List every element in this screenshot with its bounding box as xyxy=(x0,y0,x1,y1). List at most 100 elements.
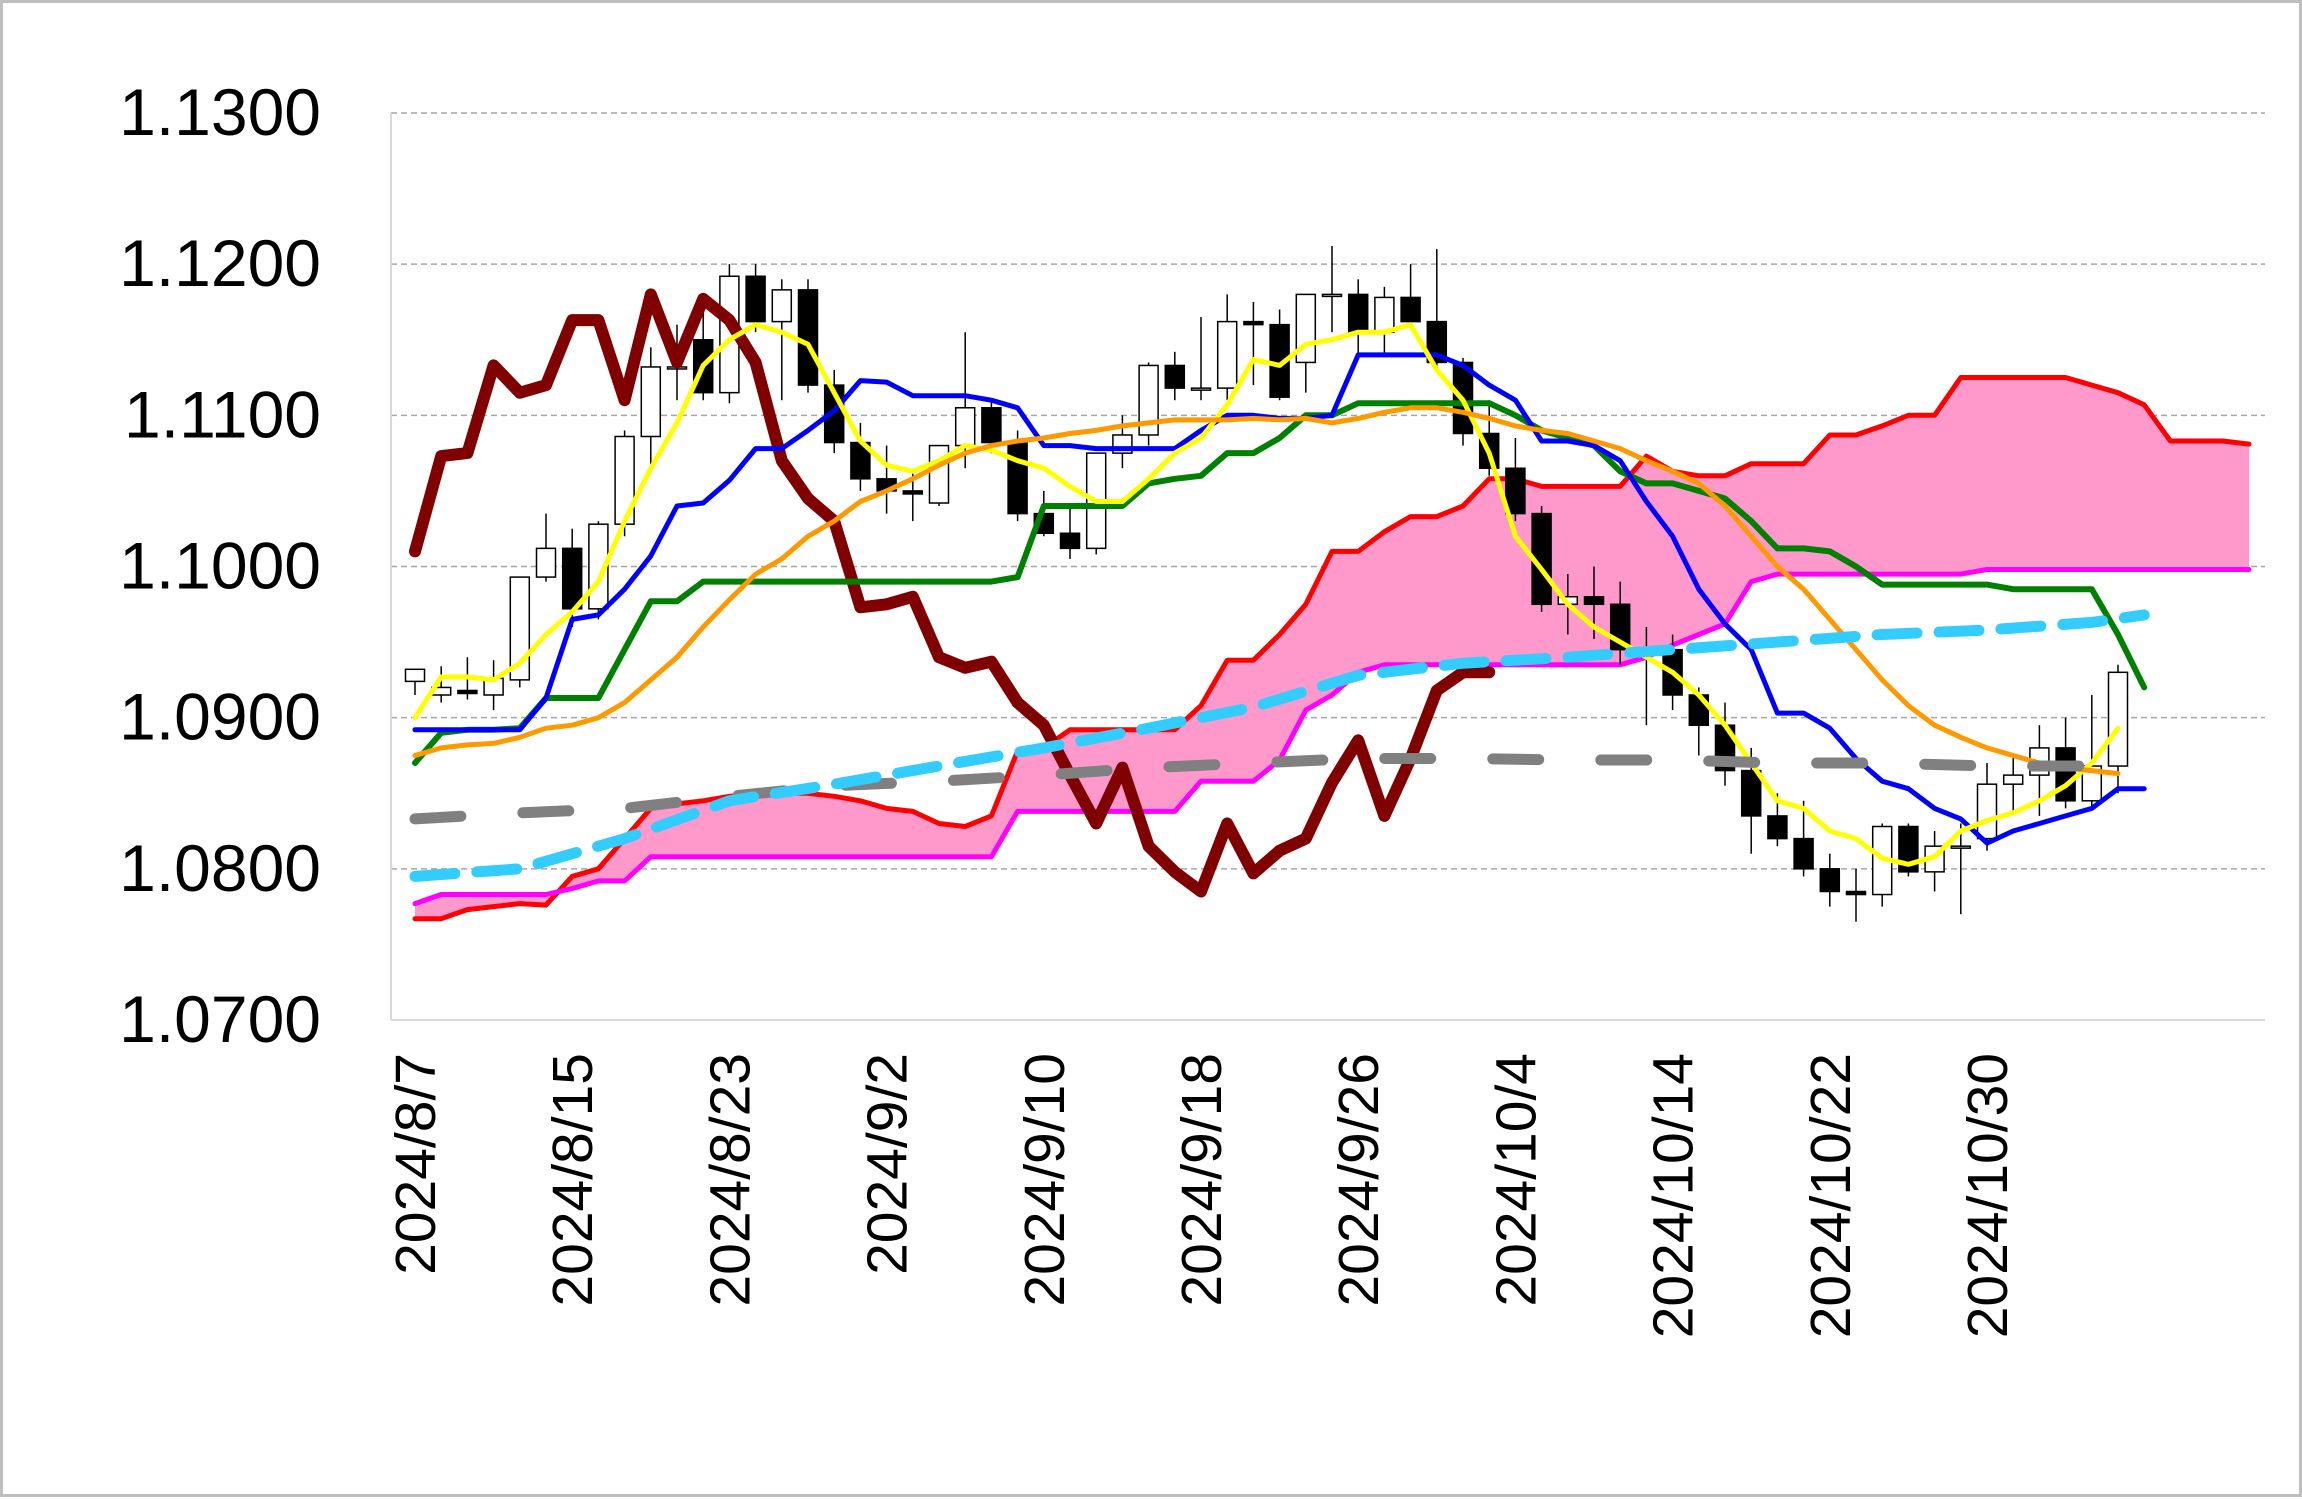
y-tick-label: 1.0700 xyxy=(119,982,321,1056)
candle-body-up xyxy=(771,289,793,323)
candle-body-down xyxy=(1845,890,1867,896)
candle xyxy=(1767,793,1788,847)
candle-body-down xyxy=(902,490,924,495)
candle-body-up xyxy=(535,547,557,578)
kijun-sen-line xyxy=(412,400,2148,766)
candle xyxy=(1950,823,1972,915)
candle-body-down xyxy=(1243,320,1264,326)
indicator-lines xyxy=(409,288,2150,898)
candle xyxy=(2002,755,2024,812)
candle xyxy=(771,279,793,401)
candle xyxy=(1793,800,1814,877)
candle xyxy=(1400,264,1421,325)
candle xyxy=(1138,362,1159,446)
ichimoku-chart: 1.0700 1.0800 1.0900 1.1000 1.1100 1.1200 1.13… xyxy=(119,75,2265,1338)
candle-body-up xyxy=(1216,320,1238,389)
candle xyxy=(1845,868,1867,922)
candle-body-down xyxy=(1059,532,1081,550)
candle-body-up xyxy=(2107,671,2129,767)
candle xyxy=(1243,301,1264,386)
senkou-span-a-line xyxy=(412,375,2252,922)
y-tick-label: 1.0900 xyxy=(119,680,321,754)
y-axis-tick-labels: 1.0700 1.0800 1.0900 1.1000 1.1100 1.1200 1.13… xyxy=(119,75,321,1056)
candle xyxy=(1871,823,1893,907)
candle xyxy=(1924,831,1945,892)
candle-body-down xyxy=(1426,320,1448,364)
candle-body-down xyxy=(1400,296,1421,323)
candle xyxy=(1374,286,1395,355)
candle xyxy=(1190,317,1212,401)
y-tick-label: 1.1200 xyxy=(119,226,321,300)
x-tick-label: 2024/10/30 xyxy=(1956,1053,2020,1338)
x-tick-label: 2024/9/10 xyxy=(1013,1053,1077,1307)
candle xyxy=(797,279,819,393)
candle-body-down xyxy=(745,275,766,323)
axes xyxy=(390,113,2265,1021)
candle-body-down xyxy=(1740,769,1762,817)
moving-average-short-line xyxy=(412,322,2121,867)
candle xyxy=(2081,694,2103,809)
candle xyxy=(1347,279,1369,355)
y-tick-label: 1.1300 xyxy=(119,75,321,149)
candle-body-down xyxy=(1505,467,1526,515)
candle-body-up xyxy=(509,576,531,681)
candle xyxy=(1216,294,1238,401)
x-tick-label: 2024/10/4 xyxy=(1484,1053,1548,1307)
candle-body-down xyxy=(1819,868,1841,893)
candle xyxy=(1059,506,1081,559)
candle xyxy=(1505,438,1526,522)
moving-average-100-line xyxy=(409,609,2150,882)
moving-average-200-line xyxy=(409,753,2124,825)
candle xyxy=(981,400,1002,454)
y-tick-label: 1.1100 xyxy=(124,377,321,451)
candle-body-up xyxy=(1190,387,1212,391)
candle-body-down xyxy=(1767,815,1788,840)
candle-body-up xyxy=(1138,364,1159,436)
candle xyxy=(483,660,504,711)
y-tick-label: 1.1000 xyxy=(119,529,321,603)
x-tick-label: 2024/9/2 xyxy=(856,1053,920,1275)
candle-body-down xyxy=(1007,441,1028,515)
x-tick-label: 2024/8/7 xyxy=(384,1053,448,1275)
moving-average-long-line xyxy=(412,405,2121,777)
candle xyxy=(1531,506,1552,612)
candle-body-down xyxy=(797,289,819,386)
candle-body-down xyxy=(1347,293,1369,333)
candle xyxy=(1269,309,1290,401)
candle-body-up xyxy=(954,407,976,447)
candle xyxy=(1164,351,1186,401)
candle-body-down xyxy=(1164,364,1186,389)
x-tick-label: 2024/10/14 xyxy=(1642,1053,1706,1338)
chikou-span-line xyxy=(409,288,1496,898)
senkou-span-b-line xyxy=(412,567,2252,907)
candle-body-down xyxy=(1583,595,1605,606)
candle-body-down xyxy=(457,689,478,695)
candle xyxy=(719,264,740,404)
candle xyxy=(850,422,871,491)
candle xyxy=(404,668,426,695)
candle-body-down xyxy=(1793,837,1814,870)
candle-body-up xyxy=(1950,845,1972,849)
candle xyxy=(745,264,766,333)
candle xyxy=(1898,823,1919,877)
candle-body-up xyxy=(2002,774,2024,785)
ichimoku-cloud xyxy=(412,375,2252,922)
candle xyxy=(1321,246,1343,333)
y-tick-label: 1.0800 xyxy=(119,831,321,905)
candle xyxy=(535,513,557,582)
candle xyxy=(509,576,531,688)
candle-body-up xyxy=(404,668,426,683)
x-tick-label: 2024/9/18 xyxy=(1170,1053,1234,1307)
candle-body-down xyxy=(561,547,583,610)
candle-body-up xyxy=(1321,293,1343,298)
candle-body-down xyxy=(2055,747,2076,802)
cloud-fill xyxy=(415,377,2249,919)
x-tick-label: 2024/10/22 xyxy=(1799,1053,1863,1338)
candle-body-up xyxy=(640,366,662,438)
candle xyxy=(1426,249,1448,370)
x-axis-tick-labels: 2024/8/7 2024/8/15 2024/8/23 2024/9/2 2024/9… xyxy=(384,1053,2020,1338)
candle-body-up xyxy=(1374,296,1395,333)
x-tick-label: 2024/8/15 xyxy=(541,1053,605,1307)
candle-body-up xyxy=(1976,783,1998,840)
